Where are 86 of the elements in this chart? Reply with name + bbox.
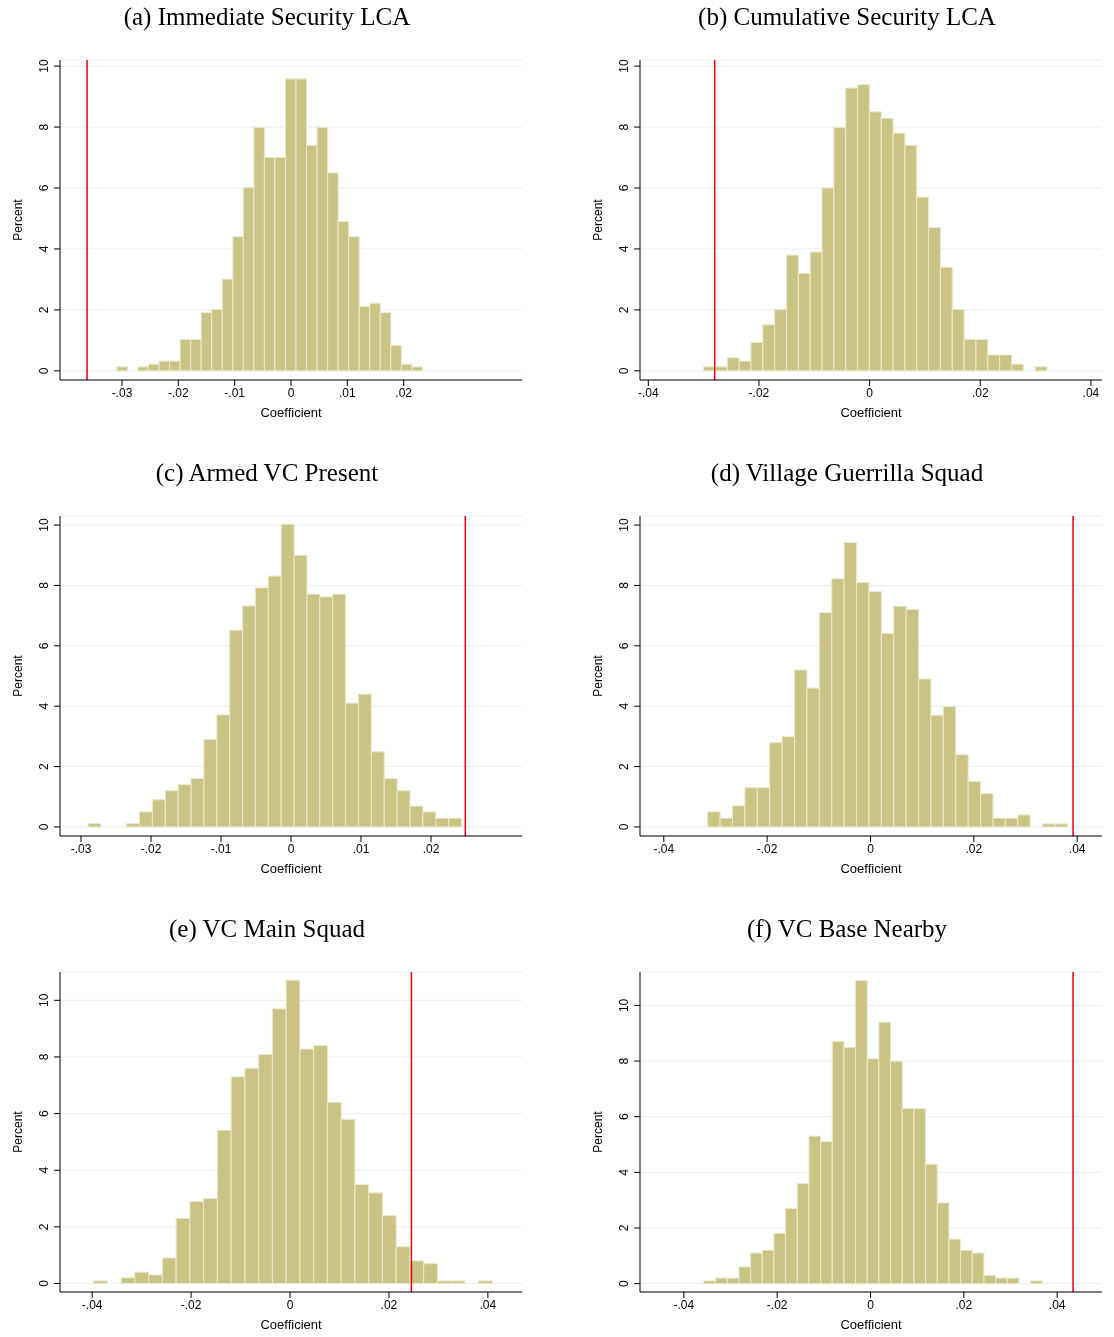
chart-title: (c) Armed VC Present bbox=[154, 458, 380, 489]
x-tick-label: -.02 bbox=[756, 841, 778, 856]
y-tick-label: 2 bbox=[37, 762, 51, 770]
x-axis-title: Coefficient bbox=[260, 405, 322, 420]
y-tick-label: 0 bbox=[617, 823, 631, 831]
x-axis-title: Coefficient bbox=[840, 861, 902, 876]
y-tick-label: 6 bbox=[37, 1109, 51, 1117]
y-tick-label: 8 bbox=[617, 1057, 631, 1065]
y-tick-label: 4 bbox=[37, 702, 51, 710]
x-tick-label: 0 bbox=[287, 385, 295, 400]
x-tick-label: -.04 bbox=[637, 385, 659, 400]
x-tick-label: -.02 bbox=[748, 385, 770, 400]
y-tick-label: 2 bbox=[37, 1223, 51, 1231]
x-tick-label: -.03 bbox=[70, 841, 92, 856]
y-tick-label: 10 bbox=[37, 993, 51, 1007]
x-tick-label: .02 bbox=[380, 1297, 398, 1312]
y-tick-label: 10 bbox=[617, 998, 631, 1013]
y-tick-label: 0 bbox=[617, 1280, 631, 1287]
x-tick-label: -.04 bbox=[81, 1297, 103, 1312]
x-tick-label: .02 bbox=[422, 841, 440, 856]
x-tick-label: -.02 bbox=[180, 1297, 202, 1312]
y-tick-label: 0 bbox=[37, 823, 51, 831]
x-tick-label: .04 bbox=[1082, 385, 1100, 400]
x-tick-label: -.01 bbox=[210, 841, 232, 856]
y-tick-label: 6 bbox=[617, 642, 631, 650]
y-tick-label: 8 bbox=[37, 1053, 51, 1061]
y-tick-label: 8 bbox=[37, 581, 51, 589]
x-axis-title: Coefficient bbox=[260, 1317, 322, 1332]
x-tick-label: .01 bbox=[352, 841, 370, 856]
y-axis-title: Percent bbox=[11, 654, 26, 697]
y-tick-label: 4 bbox=[617, 702, 631, 710]
y-tick-label: 4 bbox=[617, 245, 631, 253]
y-tick-label: 0 bbox=[37, 367, 51, 375]
x-axis-title: Coefficient bbox=[260, 861, 322, 876]
x-axis-title: Coefficient bbox=[840, 405, 902, 420]
x-tick-label: 0 bbox=[287, 841, 295, 856]
y-tick-label: 2 bbox=[37, 306, 51, 314]
y-tick-label: 4 bbox=[617, 1168, 631, 1176]
y-tick-label: 10 bbox=[37, 59, 51, 73]
x-tick-label: .04 bbox=[479, 1297, 497, 1312]
y-tick-label: 2 bbox=[617, 1224, 631, 1232]
x-tick-label: 0 bbox=[867, 841, 875, 856]
x-tick-label: 0 bbox=[286, 1297, 294, 1312]
x-tick-label: -.03 bbox=[111, 385, 133, 400]
y-tick-label: 8 bbox=[617, 581, 631, 589]
chart-title: (d) Village Guerrilla Squad bbox=[709, 458, 985, 488]
x-tick-label: .01 bbox=[339, 385, 357, 400]
y-tick-label: 2 bbox=[617, 762, 631, 770]
y-tick-label: 6 bbox=[617, 1113, 631, 1121]
y-tick-label: 8 bbox=[617, 123, 631, 131]
y-tick-label: 2 bbox=[617, 306, 631, 314]
x-tick-label: .02 bbox=[395, 385, 413, 400]
chart-title: (a) Immediate Security LCA bbox=[122, 2, 412, 32]
x-axis-title: Coefficient bbox=[840, 1317, 902, 1332]
y-tick-label: 6 bbox=[617, 184, 631, 192]
chart-title: (f) VC Base Nearby bbox=[745, 914, 949, 945]
x-tick-label: -.02 bbox=[766, 1297, 788, 1312]
x-tick-label: -.04 bbox=[653, 841, 675, 856]
y-tick-label: 10 bbox=[37, 518, 51, 532]
x-tick-label: -.04 bbox=[673, 1297, 695, 1312]
x-tick-label: .02 bbox=[955, 1297, 973, 1312]
y-tick-label: 4 bbox=[37, 245, 51, 253]
y-tick-label: 10 bbox=[617, 59, 631, 73]
y-tick-label: 6 bbox=[37, 642, 51, 650]
x-tick-label: -.01 bbox=[224, 385, 246, 400]
y-axis-title: Percent bbox=[591, 1110, 606, 1153]
y-axis-title: Percent bbox=[11, 1110, 26, 1153]
x-tick-label: .02 bbox=[971, 385, 989, 400]
chart-title: (b) Cumulative Security LCA bbox=[697, 2, 997, 33]
y-tick-label: 0 bbox=[617, 367, 631, 375]
x-tick-label: .02 bbox=[965, 841, 983, 856]
x-tick-label: -.02 bbox=[140, 841, 162, 856]
x-tick-label: 0 bbox=[866, 385, 874, 400]
y-tick-label: 8 bbox=[37, 123, 51, 131]
y-axis-title: Percent bbox=[591, 654, 606, 697]
x-tick-label: -.02 bbox=[167, 385, 189, 400]
x-tick-label: .04 bbox=[1068, 841, 1086, 856]
y-tick-label: 6 bbox=[37, 184, 51, 192]
x-tick-label: .04 bbox=[1048, 1297, 1066, 1312]
y-tick-label: 10 bbox=[617, 518, 631, 532]
y-tick-label: 4 bbox=[37, 1166, 51, 1174]
x-tick-label: 0 bbox=[867, 1297, 875, 1312]
y-tick-label: 0 bbox=[37, 1279, 51, 1287]
y-axis-title: Percent bbox=[591, 198, 606, 241]
chart-title: (e) VC Main Squad bbox=[167, 914, 366, 945]
y-axis-title: Percent bbox=[11, 198, 26, 241]
